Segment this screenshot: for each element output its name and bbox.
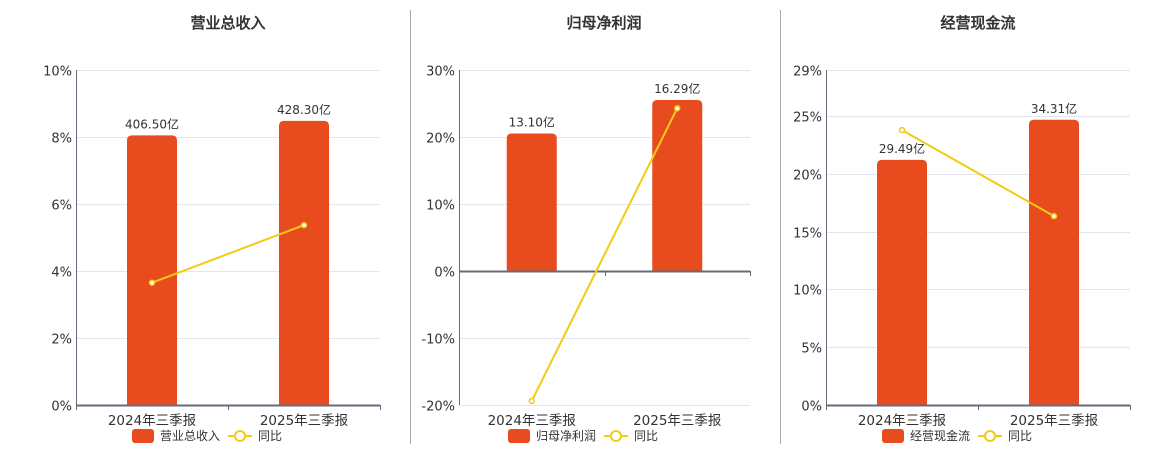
y-tick-label: -10% [421,333,455,348]
y-tick-label: 5% [801,342,822,357]
legend-bar-label: 经营现金流 [910,428,970,443]
yoy-point [300,221,308,229]
bar [1029,119,1079,406]
x-category-label: 2024年三季报 [108,413,196,429]
bar [279,120,329,406]
legend-bar-label: 营业总收入 [160,429,220,443]
x-category-label: 2025年三季报 [260,413,348,429]
y-tick-label: 0% [801,400,822,415]
y-tick-label: 8% [51,132,72,147]
yoy-point [528,397,535,405]
chart-title: 归母净利润 [566,14,641,32]
y-tick-label: 20% [426,132,455,147]
legend-bar-swatch [132,429,154,443]
bar [127,135,177,405]
bar [652,100,703,271]
yoy-point [674,104,681,112]
legend-line-label: 同比 [634,429,658,443]
bar-data-label: 29.49亿 [879,141,925,156]
legend-bar-label: 归母净利润 [536,429,596,443]
legend-bar-swatch [882,429,904,443]
yoy-point [898,126,906,134]
x-category-label: 2024年三季报 [858,413,946,429]
legend-line-marker [610,430,622,442]
y-tick-label: 10% [426,199,455,214]
chart-panel-2: 归母净利润 -20% -10% 0% 10% 20% 30% 13.10亿 16.29亿 2024… [421,14,751,443]
y-tick-label: 20% [793,169,822,184]
legend-line-marker [984,430,996,442]
legend-line-label: 同比 [1008,429,1032,443]
chart-panel-3: 经营现金流 0% 5% 10% 15% 20% 25% 29% 29.49亿 34.31亿 2024… [793,14,1131,443]
y-tick-label: 2% [51,333,72,348]
y-tick-label: 30% [426,65,455,80]
chart-panel-1: 营业总收入 0% 2% 4% 6% 8% 10% 406.50亿 428.30亿 2024年三季报… [43,14,381,443]
bar-data-label: 13.10亿 [509,115,555,130]
y-tick-label: 0% [434,266,455,281]
bar-data-label: 406.50亿 [125,116,179,131]
y-tick-label: -20% [421,400,455,415]
legend-line-label: 同比 [258,429,282,443]
chart-title: 营业总收入 [190,14,265,32]
yoy-line [901,129,1055,217]
legend-bar-swatch [508,429,530,443]
x-category-label: 2025年三季报 [633,413,721,429]
yoy-line [151,224,305,284]
bar [877,159,927,405]
y-tick-label: 10% [43,65,72,80]
chart-title: 经营现金流 [940,14,1015,32]
yoy-point [148,279,156,286]
x-category-label: 2024年三季报 [488,413,576,429]
bar-data-label: 16.29亿 [654,81,700,96]
yoy-point [1050,212,1058,220]
y-tick-label: 0% [51,400,72,415]
y-tick-label: 29% [793,65,822,80]
legend-line-marker [234,430,246,442]
y-tick-label: 25% [793,111,822,126]
yoy-line [530,107,679,402]
y-tick-label: 10% [793,284,822,299]
y-tick-label: 4% [51,266,72,281]
y-tick-label: 15% [793,227,822,242]
bar-data-label: 428.30亿 [277,102,331,117]
bar [506,133,557,271]
bar-data-label: 34.31亿 [1031,101,1077,116]
x-category-label: 2025年三季报 [1010,413,1098,429]
y-tick-label: 6% [51,199,72,214]
